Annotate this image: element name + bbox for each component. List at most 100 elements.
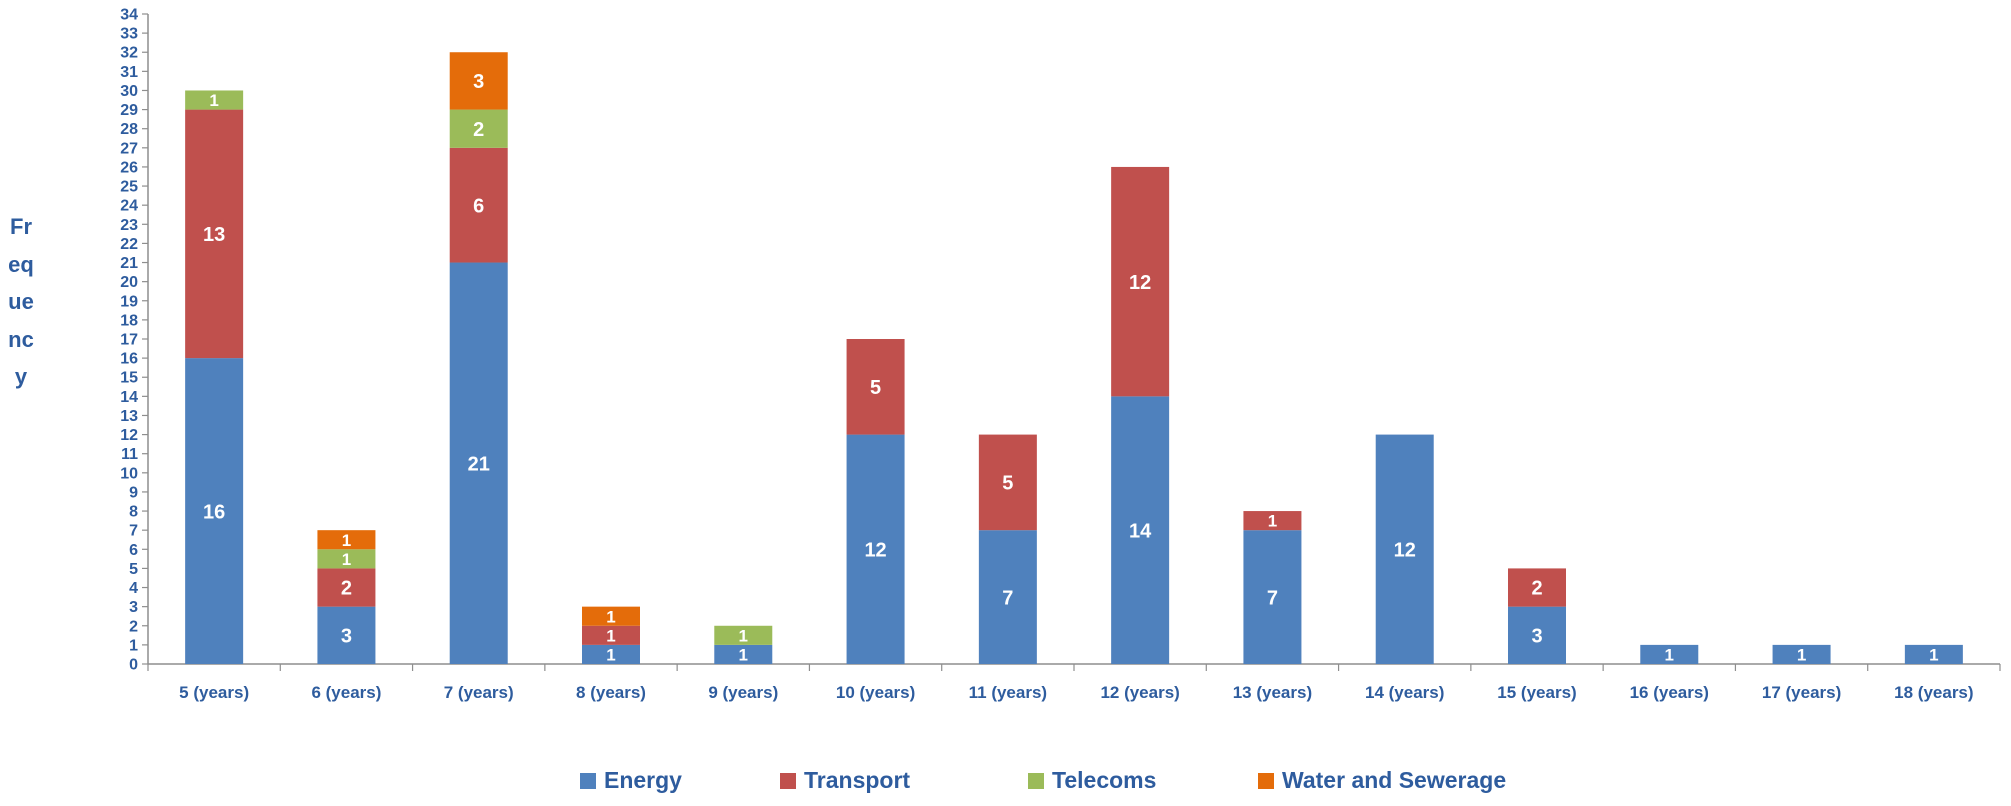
data-label: 1 xyxy=(1665,646,1674,665)
bar-segment xyxy=(449,147,508,263)
legend-swatch xyxy=(1028,773,1044,789)
bar-segment xyxy=(1508,606,1566,664)
bar-segment xyxy=(317,530,376,550)
data-label: 1 xyxy=(1268,512,1277,531)
bar-segment xyxy=(1243,530,1302,664)
bar-segment xyxy=(449,52,508,110)
data-label: 5 xyxy=(1002,473,1013,495)
data-label: 12 xyxy=(1394,539,1416,561)
y-tick-label: 16 xyxy=(120,351,138,368)
y-tick-label: 26 xyxy=(120,159,138,176)
bar-segment xyxy=(1508,568,1566,607)
bar-segment xyxy=(449,109,508,148)
data-label: 2 xyxy=(1531,578,1542,600)
data-label: 12 xyxy=(864,539,886,561)
legend-label: Water and Sewerage xyxy=(1282,767,1506,793)
y-axis-title: Frequency xyxy=(8,214,34,389)
x-tick-label: 14 (years) xyxy=(1365,683,1444,702)
y-tick-label: 33 xyxy=(120,26,138,43)
data-label: 1 xyxy=(209,91,218,110)
bar-segment xyxy=(317,549,376,569)
x-tick-label: 9 (years) xyxy=(708,683,778,702)
y-tick-label: 11 xyxy=(121,446,138,463)
y-tick-label: 20 xyxy=(120,274,138,291)
data-label: 2 xyxy=(473,119,484,141)
x-tick-label: 5 (years) xyxy=(179,683,249,702)
bar-segment xyxy=(1772,644,1831,664)
data-label: 21 xyxy=(468,453,490,475)
bar-segment xyxy=(317,568,376,607)
data-label: 7 xyxy=(1267,587,1278,609)
legend-label: Telecoms xyxy=(1052,767,1156,793)
bar-segment xyxy=(846,339,905,435)
data-label: 7 xyxy=(1002,587,1013,609)
bar-segment xyxy=(1904,644,1963,664)
data-label: 14 xyxy=(1129,520,1152,542)
y-tick-label: 10 xyxy=(120,465,138,482)
y-tick-label: 25 xyxy=(120,179,138,196)
data-label: 1 xyxy=(606,626,615,645)
data-label: 1 xyxy=(739,646,748,665)
y-tick-label: 30 xyxy=(120,83,138,100)
y-tick-label: 1 xyxy=(129,637,138,654)
y-tick-label: 6 xyxy=(129,542,138,559)
x-tick-label: 15 (years) xyxy=(1497,683,1576,702)
bar-segment xyxy=(1111,166,1170,397)
data-label: 3 xyxy=(473,71,484,93)
y-tick-label: 14 xyxy=(120,389,138,406)
y-tick-label: 7 xyxy=(129,523,138,540)
legend-swatch xyxy=(1258,773,1274,789)
x-tick-label: 17 (years) xyxy=(1762,683,1841,702)
bar-segment xyxy=(185,90,244,110)
bar-segment xyxy=(978,434,1037,531)
bar-segment xyxy=(582,644,640,664)
x-tick-label: 11 (years) xyxy=(969,683,1047,702)
data-label: 3 xyxy=(1531,626,1542,648)
data-label: 12 xyxy=(1129,272,1151,294)
y-tick-label: 12 xyxy=(120,427,138,444)
y-tick-label: 4 xyxy=(129,580,138,597)
y-tick-label: 17 xyxy=(120,332,138,349)
data-label: 13 xyxy=(203,224,225,246)
y-tick-label: 13 xyxy=(120,408,138,425)
data-label: 1 xyxy=(606,646,615,665)
data-label: 1 xyxy=(1797,646,1806,665)
bar-segment xyxy=(1375,434,1434,664)
bar-segment xyxy=(978,530,1037,664)
data-label: 1 xyxy=(606,607,615,626)
y-tick-label: 34 xyxy=(120,7,138,24)
bar-segment xyxy=(1243,511,1302,531)
data-label: 16 xyxy=(203,501,225,523)
y-tick-label: 18 xyxy=(120,312,138,329)
data-label: 1 xyxy=(739,626,748,645)
bar-segment xyxy=(449,262,508,664)
y-tick-label: 3 xyxy=(129,599,138,616)
bar-segment xyxy=(1111,396,1170,664)
legend-swatch xyxy=(580,773,596,789)
y-tick-label: 21 xyxy=(120,255,138,272)
bar-segment xyxy=(317,606,376,664)
bar-segment xyxy=(185,109,244,359)
y-tick-label: 0 xyxy=(129,657,138,674)
bar-segment xyxy=(714,625,773,645)
data-label: 3 xyxy=(341,626,352,648)
data-label: 1 xyxy=(342,550,351,569)
y-tick-label: 24 xyxy=(120,198,138,215)
legend-swatch xyxy=(780,773,796,789)
bar-segment xyxy=(582,625,640,645)
y-tick-label: 8 xyxy=(129,504,138,521)
y-tick-label: 2 xyxy=(129,618,138,635)
y-tick-label: 22 xyxy=(120,236,138,253)
y-tick-label: 9 xyxy=(129,484,138,501)
x-tick-label: 7 (years) xyxy=(444,683,514,702)
legend-label: Transport xyxy=(804,767,910,793)
bar-segment xyxy=(1640,644,1699,664)
x-tick-label: 8 (years) xyxy=(576,683,646,702)
y-tick-label: 31 xyxy=(120,64,138,81)
y-tick-label: 29 xyxy=(120,102,138,119)
y-tick-label: 28 xyxy=(120,121,138,138)
x-tick-label: 13 (years) xyxy=(1233,683,1312,702)
y-tick-label: 5 xyxy=(129,561,138,578)
